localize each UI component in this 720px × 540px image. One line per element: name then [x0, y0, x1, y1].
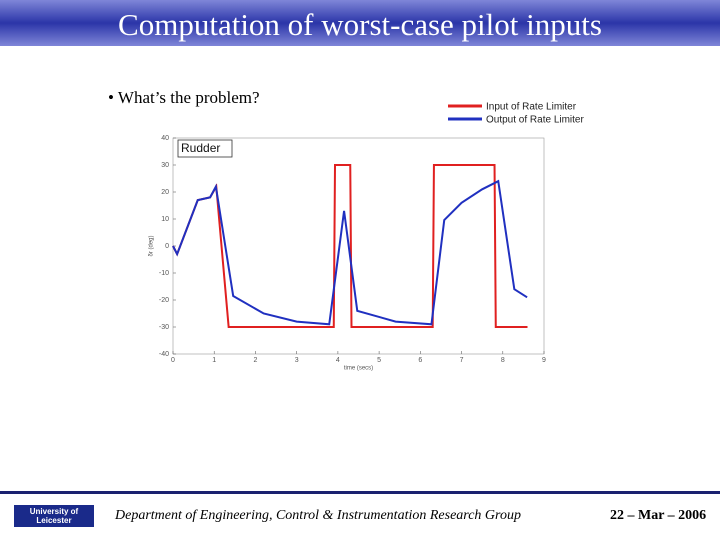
annotation-box [177, 139, 233, 158]
y-axis-label: δr (deg) [149, 235, 155, 256]
y-tick-label: 40 [161, 135, 169, 142]
x-tick-label: 9 [542, 357, 546, 364]
y-tick-label: 10 [161, 216, 169, 223]
y-tick-label: -20 [159, 297, 169, 304]
y-tick-label: -40 [159, 351, 169, 358]
y-tick-label: -10 [159, 270, 169, 277]
y-tick-label: -30 [159, 324, 169, 331]
footer-date: 22 – Mar – 2006 [610, 508, 707, 523]
footer-rule [0, 491, 720, 494]
x-tick-label: 1 [212, 357, 216, 364]
x-tick-label: 3 [295, 357, 299, 364]
x-tick-label: 5 [377, 357, 381, 364]
x-tick-label: 2 [253, 357, 257, 364]
legend-box [444, 98, 606, 132]
legend-label: Input of Rate Limiter [486, 102, 577, 113]
x-tick-label: 6 [418, 357, 422, 364]
y-tick-label: 0 [165, 243, 169, 250]
series-line [172, 179, 528, 326]
annotation: Rudder [181, 141, 220, 155]
slide-title: Computation of worst-case pilot inputs [0, 0, 720, 46]
chart: -40 -30 -20 -10 0 10 20 30 40 0 1 2 3 4 5 6 7 8 9 time (sec… [148, 98, 606, 372]
x-tick-label: 8 [501, 357, 505, 364]
x-tick-label: 0 [171, 357, 175, 364]
x-axis-label: time (secs) [344, 366, 373, 372]
logo: University of Leicester [14, 505, 94, 527]
y-tick-label: 20 [161, 189, 169, 196]
footer-department: Department of Engineering, Control & Ins… [115, 508, 521, 523]
x-tick-label: 4 [336, 357, 340, 364]
legend-label: Output of Rate Limiter [486, 115, 584, 126]
x-tick-label: 7 [460, 357, 464, 364]
bullet: • What’s the problem? [108, 88, 260, 107]
y-tick-label: 30 [161, 162, 169, 169]
